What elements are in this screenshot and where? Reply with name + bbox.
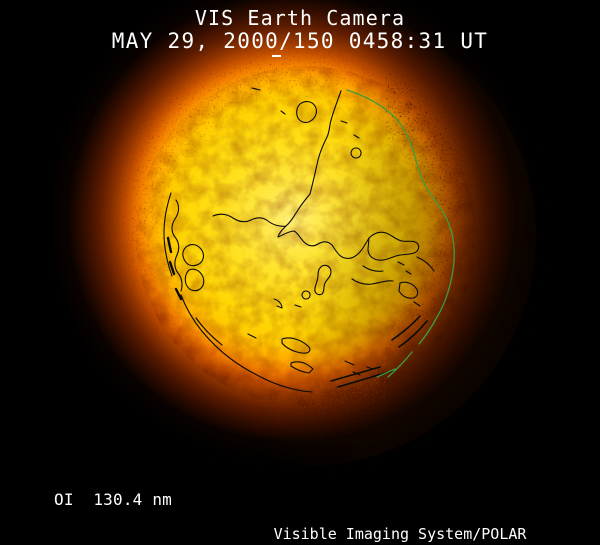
timestamp-label: MAY 29, 2000/150 0458:31 UT bbox=[111, 29, 489, 53]
wavelength-label: OI 130.4 nm bbox=[54, 490, 172, 509]
top-tick-mark bbox=[272, 55, 281, 57]
credits-block: Visible Imaging System/POLAR The Univers… bbox=[200, 488, 600, 545]
page-title: VIS Earth Camera bbox=[194, 6, 406, 30]
terminator-line bbox=[346, 89, 455, 378]
coastline-overlay bbox=[163, 87, 435, 393]
credit-line-instrument: Visible Imaging System/POLAR bbox=[273, 525, 527, 543]
